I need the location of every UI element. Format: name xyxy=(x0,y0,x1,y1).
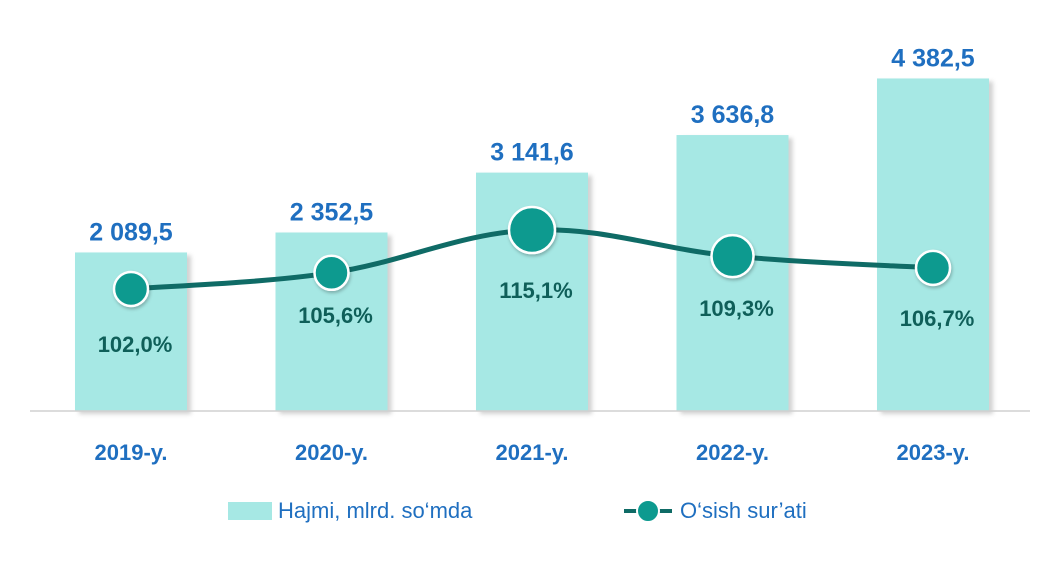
growth-marker xyxy=(112,270,150,308)
growth-marker xyxy=(507,205,557,255)
growth-percent-label: 105,6% xyxy=(298,303,373,328)
line-layer xyxy=(112,205,952,308)
legend-item-line-series: O‘sish sur’ati xyxy=(622,494,807,528)
x-tick-label: 2023-y. xyxy=(897,440,970,465)
growth-marker xyxy=(313,254,350,292)
growth-marker xyxy=(710,233,755,279)
growth-percent-label: 109,3% xyxy=(699,296,774,321)
bar-value-label: 2 352,5 xyxy=(290,198,374,226)
x-tick-label: 2019-y. xyxy=(95,440,168,465)
legend-label-line-series: O‘sish sur’ati xyxy=(680,498,807,523)
x-tick-label: 2022-y. xyxy=(696,440,769,465)
bar-value-label: 2 089,5 xyxy=(89,218,173,246)
bar-value-label: 4 382,5 xyxy=(891,44,975,72)
growth-percent-label: 102,0% xyxy=(98,332,173,357)
x-tick-label: 2021-y. xyxy=(496,440,569,465)
bar-2023-y. xyxy=(877,78,989,411)
legend-line-swatch xyxy=(622,494,674,528)
bar-value-label: 3 141,6 xyxy=(490,139,573,167)
chart: 2 089,5 2019-y. 2 352,5 2020-y. 3 141,6 2021-… xyxy=(30,44,1030,465)
x-tick-label: 2020-y. xyxy=(295,440,368,465)
bar-value-label: 3 636,8 xyxy=(691,101,775,129)
legend-bar-swatch xyxy=(228,502,272,520)
legend: Hajmi, mlrd. so‘mda O‘sish sur’ati xyxy=(0,494,1041,528)
growth-percent-label: 106,7% xyxy=(900,306,975,331)
legend-label-bar-series: Hajmi, mlrd. so‘mda xyxy=(278,498,473,523)
bars-layer xyxy=(75,78,989,411)
legend-item-bar-series: Hajmi, mlrd. so‘mda xyxy=(228,494,472,528)
growth-percent-label: 115,1% xyxy=(499,278,572,303)
growth-marker xyxy=(914,249,952,287)
labels-layer: 2 089,5 2019-y. 2 352,5 2020-y. 3 141,6 2021-… xyxy=(89,44,975,465)
